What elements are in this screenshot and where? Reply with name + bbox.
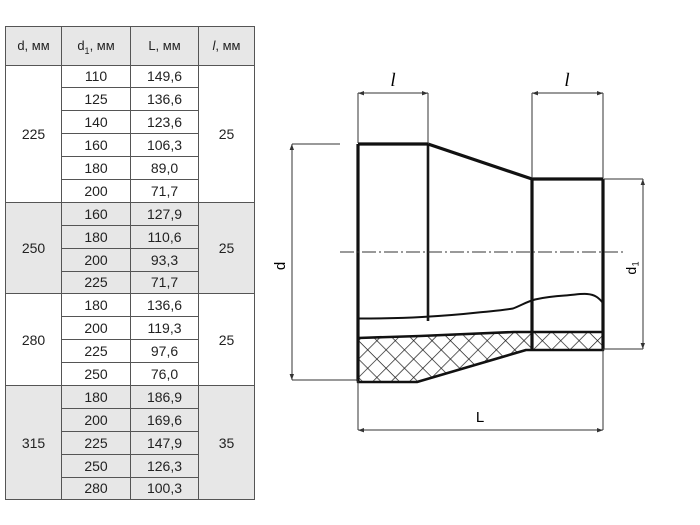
svg-text:d1: d1 <box>623 261 641 274</box>
svg-text:l: l <box>390 70 395 91</box>
svg-text:d: d <box>272 262 289 270</box>
svg-text:L: L <box>476 409 484 426</box>
svg-text:l: l <box>564 70 569 91</box>
